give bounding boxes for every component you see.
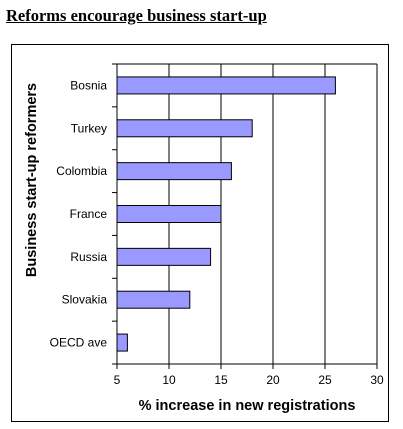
- x-tick-label: 15: [214, 373, 228, 387]
- bar-russia: [116, 247, 212, 266]
- y-tick-label: Colombia: [56, 164, 107, 178]
- x-tick-label: 10: [162, 373, 176, 387]
- y-tick-label: OECD ave: [50, 336, 108, 350]
- y-tick-label: Slovakia: [62, 293, 108, 307]
- bar-colombia: [116, 162, 232, 181]
- bar-slovakia: [116, 290, 191, 309]
- axes: [112, 63, 378, 369]
- bar-oecd-ave: [116, 333, 128, 352]
- x-tick-label: 25: [318, 373, 332, 387]
- y-tick-label: France: [70, 207, 108, 221]
- chart-frame: [11, 44, 389, 422]
- bars: [116, 76, 336, 352]
- y-tick-label: Bosnia: [70, 78, 107, 92]
- y-tick-label: Russia: [70, 250, 107, 264]
- bar-france: [116, 205, 222, 223]
- y-tick-label: Turkey: [71, 121, 107, 135]
- x-axis-label: % increase in new registrations: [139, 398, 356, 414]
- tick-labels: Bosnia Turkey Colombia France Russia Slovakia…: [50, 78, 384, 387]
- chart-title: Reforms encourage business start-up: [6, 6, 267, 25]
- bar-bosnia: [116, 76, 336, 95]
- y-axis-label: Business start-up reformers: [24, 83, 40, 277]
- x-tick-label: 30: [370, 373, 384, 387]
- x-tick-label: 20: [266, 373, 280, 387]
- x-tick-label: 5: [114, 373, 121, 387]
- bar-turkey: [116, 119, 253, 138]
